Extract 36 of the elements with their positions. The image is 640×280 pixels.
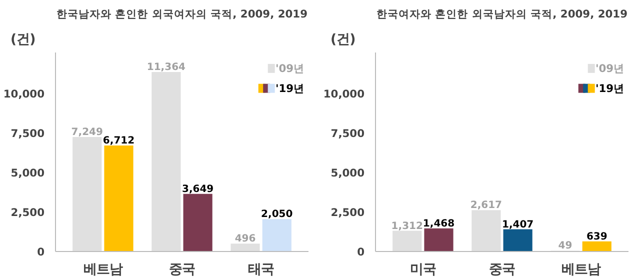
y-axis-title: (건) [10,32,36,48]
y-tick-label: 2,500 [10,206,45,220]
y-tick-label: 5,000 [330,166,365,180]
y-tick-label: 10,000 [323,88,365,101]
data-label: 2,050 [261,209,293,220]
data-label: 639 [586,231,608,242]
x-tick-label: 베트남 [562,262,601,278]
data-label: 6,712 [102,135,135,146]
y-tick-label: 10,000 [3,88,45,101]
data-label: 496 [234,234,256,245]
chart-title: 한국남자와 혼인한 외국여자의 국적, 2009, 2019 [56,8,308,20]
y-tick-label: 7,500 [10,127,45,140]
legend-label: '19년 [595,82,625,95]
chart-title: 한국여자와 혼인한 외국남자의 국적, 2009, 2019 [376,8,628,20]
legend-label: '09년 [595,62,625,75]
data-label: 1,468 [422,218,455,230]
y-tick-label: 5,000 [10,166,45,180]
data-label: 11,364 [146,62,186,74]
x-tick-label: 미국 [410,262,436,278]
y-tick-label: 2,500 [330,206,365,220]
x-tick-label: 베트남 [83,262,122,278]
x-tick-label: 태국 [248,262,274,278]
data-label: 2,617 [470,200,502,212]
data-label: 1,407 [502,219,534,230]
data-label: 1,312 [391,220,423,232]
x-tick-label: 중국 [169,262,195,278]
legend-label: '19년 [275,82,305,95]
data-label: 7,249 [71,127,103,138]
y-tick-label: 0 [357,246,365,258]
legend-label: '09년 [275,62,305,75]
y-tick-label: 7,500 [330,127,365,140]
data-label: 3,649 [182,184,214,195]
y-axis-title: (건) [330,32,356,48]
y-tick-label: 0 [37,246,45,258]
x-tick-label: 중국 [489,262,515,278]
data-label: 49 [558,240,572,252]
